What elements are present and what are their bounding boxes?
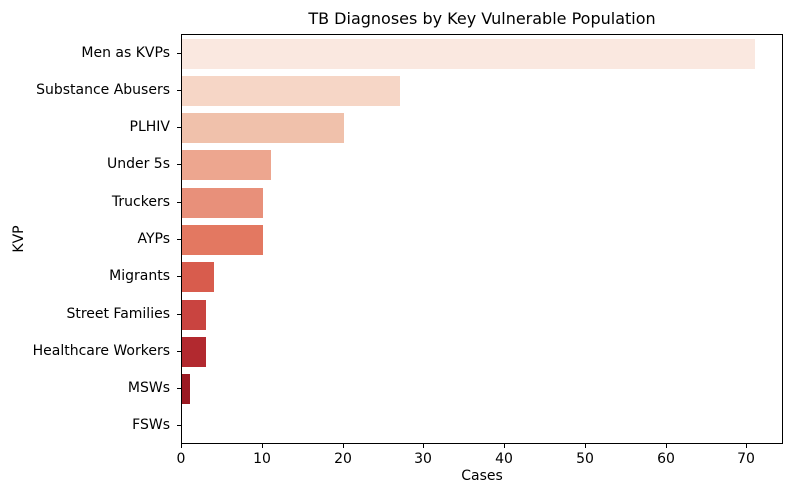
y-tick-label-substance-abusers: Substance Abusers [36,81,170,98]
bar-msws [182,374,190,405]
x-tick-label-10: 10 [253,451,271,467]
y-tick-label-fsws: FSWs [132,417,170,434]
y-tick-label-ayps: AYPs [137,231,170,247]
x-tick-label-40: 40 [495,451,513,467]
x-tick-label-70: 70 [737,451,755,467]
x-tick-mark [746,444,747,448]
x-tick-mark [262,444,263,448]
y-tick-mark [177,90,181,91]
y-tick-label-msws: MSWs [127,380,170,397]
x-tick-mark [181,444,182,448]
y-tick-mark [177,314,181,315]
chart-title: TB Diagnoses by Key Vulnerable Populatio… [308,9,656,28]
bar-healthcare-workers [182,336,206,367]
bar-plhiv [182,113,344,144]
y-tick-mark [177,239,181,240]
x-tick-mark [666,444,667,448]
bar-street-families [182,299,206,330]
bar-ayps [182,225,263,255]
y-tick-mark [177,276,181,277]
bar-migrants [182,262,214,293]
bar-under-5s [182,150,271,181]
plot-area [181,34,783,444]
x-tick-mark [504,444,505,448]
y-tick-label-truckers: Truckers [111,193,170,210]
x-tick-label-60: 60 [657,451,675,467]
y-tick-mark [177,388,181,389]
y-tick-mark [177,164,181,165]
x-tick-label-0: 0 [176,451,186,467]
x-tick-mark [585,444,586,448]
x-tick-label-30: 30 [414,451,432,467]
y-tick-label-migrants: Migrants [109,268,170,285]
x-axis-label: Cases [461,468,503,484]
y-tick-label-healthcare-workers: Healthcare Workers [32,342,170,359]
bar-truckers [182,187,263,218]
x-tick-label-50: 50 [576,451,594,467]
y-tick-label-plhiv: PLHIV [129,119,170,136]
y-tick-mark [177,202,181,203]
y-tick-label-street-families: Street Families [66,305,170,322]
y-tick-mark [177,425,181,426]
bar-men-as-kvps [182,38,755,69]
bar-substance-abusers [182,75,400,106]
x-tick-label-20: 20 [334,451,352,467]
y-tick-mark [177,53,181,54]
x-tick-mark [423,444,424,448]
y-tick-label-under-5s: Under 5s [106,156,170,173]
y-tick-mark [177,351,181,352]
y-tick-mark [177,127,181,128]
x-tick-mark [343,444,344,448]
y-tick-label-men-as-kvps: Men as KVPs [81,44,170,61]
